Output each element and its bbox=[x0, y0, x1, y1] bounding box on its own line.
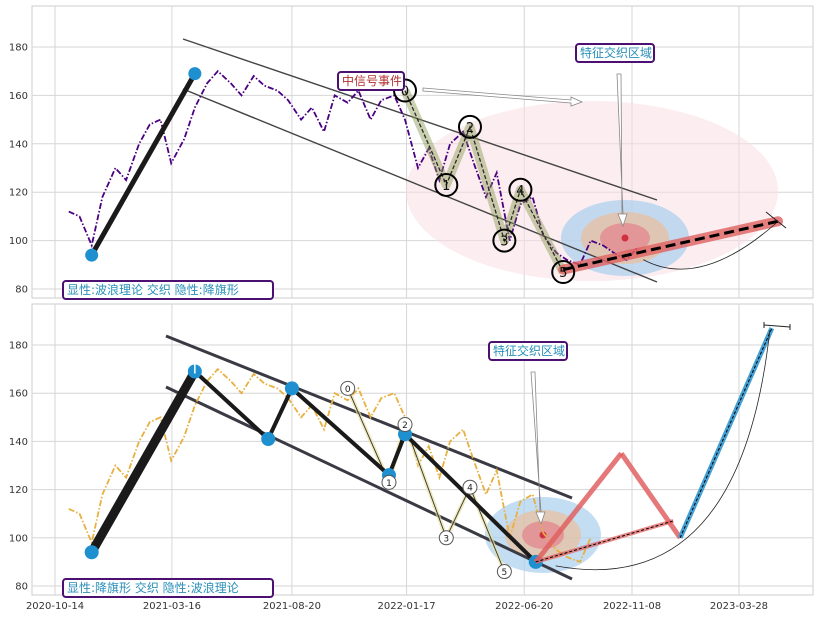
pattern-legend-text: 显性:降旗形 交织 隐性:波浪理论 bbox=[67, 580, 239, 595]
wave-label-1: 1 bbox=[442, 179, 450, 194]
flag-pivot-line bbox=[193, 370, 538, 564]
y-tick-label: 80 bbox=[15, 582, 28, 593]
wave-label-2: 2 bbox=[466, 121, 474, 136]
projection-base-dashes bbox=[535, 520, 674, 563]
pattern-legend-box bbox=[62, 578, 274, 598]
signal-arrow bbox=[422, 87, 584, 107]
wave-label-circle bbox=[462, 479, 478, 495]
wave-label-0: 0 bbox=[345, 385, 351, 395]
projection-arc bbox=[643, 222, 777, 270]
wave-label-2: 2 bbox=[402, 421, 408, 431]
projection-arc bbox=[555, 330, 771, 571]
wave-label-3: 3 bbox=[443, 534, 449, 544]
flag-pivot-dot bbox=[261, 431, 276, 446]
y-tick-label: 160 bbox=[9, 389, 28, 400]
feature-arrow bbox=[530, 371, 546, 526]
wave-label-circle bbox=[508, 177, 533, 202]
x-tick-label: 2020-10-14 bbox=[26, 601, 84, 612]
y-tick-label: 140 bbox=[9, 437, 28, 448]
signal-annotation-box bbox=[337, 71, 405, 91]
price-series-line bbox=[68, 367, 592, 564]
wave-label-circle bbox=[496, 564, 512, 580]
impulse-wave-line bbox=[87, 369, 199, 555]
projection-dashed-line bbox=[562, 219, 779, 272]
channel-upper-line bbox=[165, 334, 573, 500]
feature-arrow bbox=[616, 73, 628, 228]
y-tick-label: 100 bbox=[9, 236, 28, 247]
pattern-legend-box bbox=[62, 280, 274, 300]
impulse-wave-line bbox=[89, 72, 198, 257]
channel-lower-line bbox=[165, 385, 573, 581]
pattern-legend-text: 显性:波浪理论 交织 隐性:降旗形 bbox=[67, 282, 239, 297]
wave-zigzag-line bbox=[404, 90, 564, 273]
feature-zone-center bbox=[621, 234, 629, 242]
channel-lower-line bbox=[182, 88, 658, 283]
y-tick-label: 140 bbox=[9, 139, 28, 150]
x-tick-label: 2021-03-16 bbox=[143, 601, 201, 612]
wave-label-circle bbox=[434, 172, 459, 197]
wave-label-circle bbox=[457, 114, 482, 139]
y-tick-label: 120 bbox=[9, 485, 28, 496]
y-tick-label: 100 bbox=[9, 533, 28, 544]
feature-zone-center bbox=[539, 531, 547, 539]
signal-annotation-text: 中信号事件 bbox=[342, 73, 402, 88]
x-tick-label: 2022-01-17 bbox=[377, 601, 435, 612]
wave-label-circle bbox=[397, 417, 413, 433]
wave-label-5: 5 bbox=[502, 568, 508, 578]
wave-label-4: 4 bbox=[516, 184, 524, 199]
wave-label-circle bbox=[340, 380, 356, 396]
wave-label-circle bbox=[551, 260, 576, 285]
y-tick-label: 180 bbox=[9, 43, 28, 54]
wave-label-circle bbox=[381, 474, 397, 490]
feature-annotation-text: 特征交织区域 bbox=[493, 343, 565, 358]
wave-pivot-dot bbox=[188, 67, 202, 81]
x-tick-label: 2021-08-20 bbox=[263, 601, 321, 612]
feature-annotation-box bbox=[575, 43, 655, 63]
y-tick-label: 120 bbox=[9, 188, 28, 199]
wave-label-3: 3 bbox=[500, 235, 508, 250]
flag-pivot-dot bbox=[84, 545, 99, 560]
projection-endcap bbox=[763, 322, 791, 330]
flag-pivot-dot bbox=[284, 381, 299, 396]
wave-label-0: 0 bbox=[401, 85, 409, 100]
wave-label-1: 1 bbox=[386, 479, 392, 489]
feature-annotation-text: 特征交织区域 bbox=[580, 45, 652, 60]
x-tick-label: 2022-11-08 bbox=[603, 601, 661, 612]
wave-label-circle bbox=[492, 228, 517, 253]
x-tick-label: 2022-06-20 bbox=[495, 601, 553, 612]
projection-endcap bbox=[765, 211, 787, 229]
y-tick-label: 180 bbox=[9, 341, 28, 352]
wave-label-5: 5 bbox=[559, 266, 567, 281]
channel-upper-line bbox=[182, 38, 658, 201]
wave-pivot-dot bbox=[85, 248, 99, 262]
wave-label-circle bbox=[438, 530, 454, 546]
projection-final-dashes bbox=[679, 327, 773, 539]
feature-annotation-box bbox=[488, 341, 568, 361]
wave-label-4: 4 bbox=[467, 484, 473, 494]
panel-top: 80 100 120 140 160 180 0 1 2 3 4 5 中信号事件 特征交织区域显性:波浪理… bbox=[9, 5, 814, 300]
projection-up-leg bbox=[533, 451, 624, 564]
x-tick-label: 2023-03-28 bbox=[710, 601, 768, 612]
y-tick-label: 80 bbox=[15, 285, 28, 296]
y-tick-label: 160 bbox=[9, 91, 28, 102]
